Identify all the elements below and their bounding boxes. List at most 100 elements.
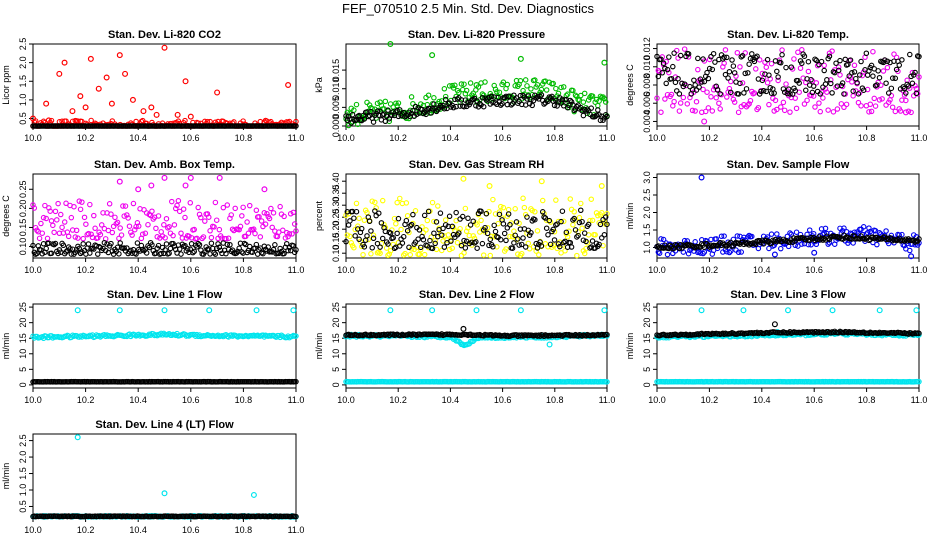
- data-point: [459, 213, 466, 220]
- data-point: [145, 221, 151, 228]
- data-point: [372, 199, 378, 206]
- outlier-point: [148, 104, 155, 111]
- data-point: [414, 111, 420, 118]
- data-point: [825, 241, 831, 247]
- data-point: [808, 76, 814, 83]
- data-point: [240, 204, 246, 211]
- data-point: [783, 81, 789, 87]
- data-point: [110, 223, 117, 230]
- outlier-point: [253, 307, 260, 314]
- data-point: [766, 245, 772, 252]
- data-point: [529, 207, 535, 214]
- x-tick-label: 11.0: [288, 133, 305, 143]
- data-point: [513, 219, 520, 225]
- data-point: [759, 77, 766, 84]
- data-point: [161, 222, 167, 228]
- data-point: [731, 70, 738, 76]
- data-point: [30, 202, 36, 208]
- x-tick-label: 10.6: [494, 265, 512, 275]
- data-point: [538, 86, 545, 93]
- data-point: [717, 91, 723, 97]
- data-point: [742, 70, 748, 77]
- data-point: [423, 227, 429, 233]
- data-point: [499, 215, 505, 221]
- data-point: [54, 217, 60, 223]
- data-point: [712, 59, 718, 65]
- outlier-point: [601, 307, 608, 314]
- data-point: [724, 94, 730, 100]
- y-tick-label: 10: [642, 349, 652, 359]
- data-point: [480, 252, 487, 258]
- data-point: [394, 107, 400, 114]
- data-point: [597, 221, 604, 228]
- data-point: [465, 215, 471, 222]
- data-point: [42, 202, 48, 209]
- data-point: [529, 102, 535, 109]
- data-point: [838, 101, 845, 107]
- outlier-point: [387, 40, 394, 47]
- data-point: [692, 239, 698, 245]
- data-point: [252, 230, 258, 237]
- data-point: [774, 106, 780, 113]
- x-tick-label: 10.0: [24, 525, 42, 535]
- data-point: [404, 227, 411, 234]
- data-point: [424, 217, 431, 224]
- data-point: [355, 121, 361, 128]
- data-point: [461, 250, 467, 256]
- outlier-point: [45, 117, 52, 124]
- data-point: [406, 244, 412, 251]
- data-point: [48, 117, 55, 124]
- x-tick-label: 10.0: [648, 265, 666, 275]
- data-point: [534, 228, 541, 234]
- y-tick-label: 5: [18, 367, 28, 372]
- data-point: [766, 72, 772, 78]
- data-point: [244, 219, 250, 225]
- data-point: [824, 77, 830, 83]
- data-point: [730, 63, 737, 69]
- data-point: [30, 242, 36, 249]
- data-point: [528, 229, 534, 236]
- data-point: [466, 240, 473, 247]
- data-point: [356, 236, 362, 243]
- data-point: [113, 220, 120, 227]
- y-tick-label: 15: [331, 333, 341, 343]
- data-point: [822, 225, 829, 232]
- data-point: [876, 74, 883, 81]
- outlier-point: [161, 490, 168, 497]
- data-point: [142, 230, 149, 237]
- data-point: [833, 84, 839, 91]
- data-point: [816, 100, 822, 106]
- data-point: [783, 64, 789, 71]
- data-point: [437, 102, 444, 109]
- data-point: [180, 206, 187, 212]
- data-point: [806, 227, 813, 233]
- data-point: [236, 245, 242, 252]
- data-point: [595, 212, 601, 219]
- data-point: [737, 64, 743, 70]
- data-point: [155, 213, 162, 219]
- data-point: [751, 90, 758, 96]
- data-point: [670, 63, 676, 70]
- data-point: [780, 86, 787, 92]
- data-point: [774, 231, 780, 237]
- x-tick-label: 11.0: [911, 133, 928, 143]
- outlier-point: [182, 182, 189, 189]
- data-point: [265, 244, 271, 250]
- data-point: [484, 96, 491, 102]
- data-point: [839, 80, 846, 86]
- outlier-point: [517, 307, 524, 314]
- data-point: [539, 209, 546, 215]
- x-tick-label: 10.0: [337, 265, 355, 275]
- data-point: [726, 68, 733, 75]
- data-point: [899, 231, 905, 238]
- x-tick-label: 10.2: [701, 395, 719, 405]
- data-point: [699, 79, 705, 85]
- data-point: [892, 108, 899, 115]
- data-point: [169, 198, 175, 205]
- data-point: [370, 232, 377, 239]
- data-point: [892, 75, 899, 82]
- data-point: [130, 200, 137, 207]
- outlier-point: [187, 174, 194, 181]
- data-point: [872, 103, 879, 109]
- x-tick-label: 10.8: [235, 525, 253, 535]
